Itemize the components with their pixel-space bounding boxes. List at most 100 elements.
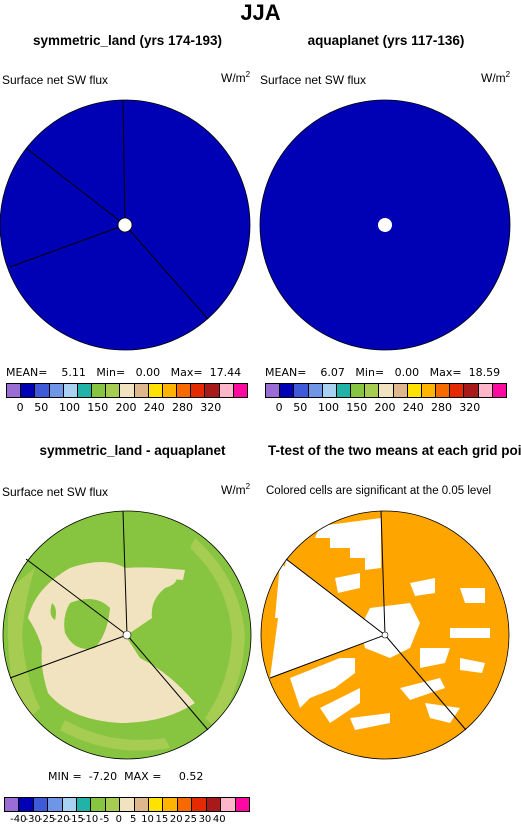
panel-4-title: T-test of the two means at each grid poi…: [268, 443, 521, 458]
colorbar-swatch: [49, 384, 64, 397]
colorbar-tick-label: 15: [155, 814, 169, 825]
colorbar-swatch: [450, 384, 465, 397]
colorbar-swatch: [134, 384, 149, 397]
colorbar-tick-label: 0: [275, 401, 283, 414]
colorbar-swatch: [464, 384, 479, 397]
panel-2-colorbar: [265, 383, 507, 398]
colorbar-swatch: [162, 384, 178, 397]
panel-1-colorbar-ticks: 0 50 100 150 200 240 280 320: [6, 401, 246, 415]
colorbar-swatch: [120, 798, 135, 811]
colorbar-swatch: [221, 798, 236, 811]
colorbar-swatch: [206, 798, 222, 811]
colorbar-tick-label: -30: [24, 814, 41, 825]
colorbar-swatch: [33, 798, 49, 811]
colorbar-swatch: [407, 384, 422, 397]
colorbar-tick-label: 40: [212, 814, 226, 825]
colorbar-swatch: [266, 384, 281, 397]
panel-2-stats: MEAN= 6.07 Min= 0.00 Max= 18.59: [265, 366, 501, 379]
colorbar-swatch: [120, 384, 135, 397]
colorbar-tick-label: 150: [346, 401, 368, 414]
colorbar-swatch: [21, 384, 36, 397]
colorbar-swatch: [191, 384, 206, 397]
colorbar-swatch: [205, 384, 220, 397]
colorbar-tick-label: 20: [169, 814, 183, 825]
panel-3-map: [2, 510, 252, 760]
colorbar-tick-label: 5: [129, 814, 137, 825]
colorbar-swatch: [379, 384, 394, 397]
panel-1-units: W/m2: [221, 70, 251, 85]
panel-1-variable: Surface net SW flux: [2, 73, 109, 87]
colorbar-swatch: [19, 798, 34, 811]
colorbar-swatch: [219, 384, 234, 397]
colorbar-swatch: [92, 384, 107, 397]
colorbar-swatch: [478, 384, 493, 397]
colorbar-tick-label: 240: [402, 401, 424, 414]
panel-2-colorbar-ticks: 0 50 100 150 200 240 280 320: [265, 401, 505, 415]
colorbar-tick-label: 240: [143, 401, 165, 414]
colorbar-tick-label: 100: [59, 401, 81, 414]
colorbar-tick-label: 50: [293, 401, 308, 414]
panel-3-stats: MIN = -7.20 MAX = 0.52: [48, 770, 204, 783]
panel-3-colorbar-ticks: -40 -30 -25 -20 -15 -10 -5 0 5 10 15 20 25 30 40: [4, 814, 248, 825]
colorbar-swatch: [148, 384, 163, 397]
colorbar-swatch: [393, 384, 408, 397]
panel-3-colorbar: [4, 797, 250, 812]
colorbar-swatch: [294, 384, 309, 397]
colorbar-swatch: [7, 384, 22, 397]
colorbar-swatch: [106, 384, 121, 397]
panel-4-map: [260, 510, 510, 760]
colorbar-tick-label: 280: [171, 401, 193, 414]
colorbar-tick-label: 10: [141, 814, 154, 825]
colorbar-tick-label: 280: [430, 401, 452, 414]
colorbar-swatch: [134, 798, 150, 811]
colorbar-swatch: [77, 384, 93, 397]
colorbar-tick-label: -25: [38, 814, 56, 825]
colorbar-tick-label: -5: [99, 814, 110, 825]
colorbar-swatch: [105, 798, 121, 811]
colorbar-swatch: [77, 798, 92, 811]
colorbar-swatch: [149, 798, 164, 811]
colorbar-swatch: [351, 384, 366, 397]
colorbar-swatch: [492, 384, 506, 397]
colorbar-tick-label: 50: [34, 401, 49, 414]
colorbar-swatch: [192, 798, 207, 811]
colorbar-tick-label: -10: [81, 814, 99, 825]
colorbar-tick-label: 100: [318, 401, 340, 414]
panel-2-title: aquaplanet (yrs 117-136): [307, 33, 465, 48]
colorbar-tick-label: 25: [184, 814, 197, 825]
colorbar-swatch: [35, 384, 50, 397]
panel-1-stats: MEAN= 5.11 Min= 0.00 Max= 17.44: [6, 366, 242, 379]
colorbar-swatch: [233, 384, 247, 397]
panel-2-map: [259, 99, 511, 351]
panel-3-variable: Surface net SW flux: [2, 485, 109, 499]
colorbar-tick-label: -40: [10, 814, 27, 825]
panel-3-title: symmetric_land - aquaplanet: [39, 443, 226, 458]
colorbar-swatch: [163, 798, 178, 811]
colorbar-tick-label: 0: [115, 814, 122, 825]
colorbar-swatch: [365, 384, 380, 397]
colorbar-swatch: [48, 798, 63, 811]
colorbar-swatch: [177, 384, 192, 397]
colorbar-tick-label: 0: [16, 401, 24, 414]
colorbar-tick-label: 30: [198, 814, 212, 825]
panel-1-map: [0, 99, 251, 351]
colorbar-swatch: [322, 384, 337, 397]
colorbar-swatch: [336, 384, 352, 397]
colorbar-swatch: [62, 798, 78, 811]
colorbar-swatch: [308, 384, 323, 397]
colorbar-tick-label: -20: [53, 814, 70, 825]
figure-title: JJA: [240, 0, 281, 25]
panel-2-variable: Surface net SW flux: [260, 73, 367, 87]
panel-1-colorbar: [6, 383, 248, 398]
colorbar-tick-label: 150: [87, 401, 109, 414]
panel-4-subtitle: Colored cells are significant at the 0.0…: [266, 485, 492, 497]
panel-3-units: W/m2: [221, 482, 251, 497]
colorbar-tick-label: 200: [115, 401, 137, 414]
colorbar-swatch: [177, 798, 193, 811]
colorbar-tick-label: -15: [67, 814, 84, 825]
colorbar-swatch: [436, 384, 451, 397]
colorbar-swatch: [280, 384, 295, 397]
colorbar-tick-label: 200: [374, 401, 396, 414]
colorbar-tick-label: 320: [459, 401, 481, 414]
colorbar-swatch: [5, 798, 20, 811]
